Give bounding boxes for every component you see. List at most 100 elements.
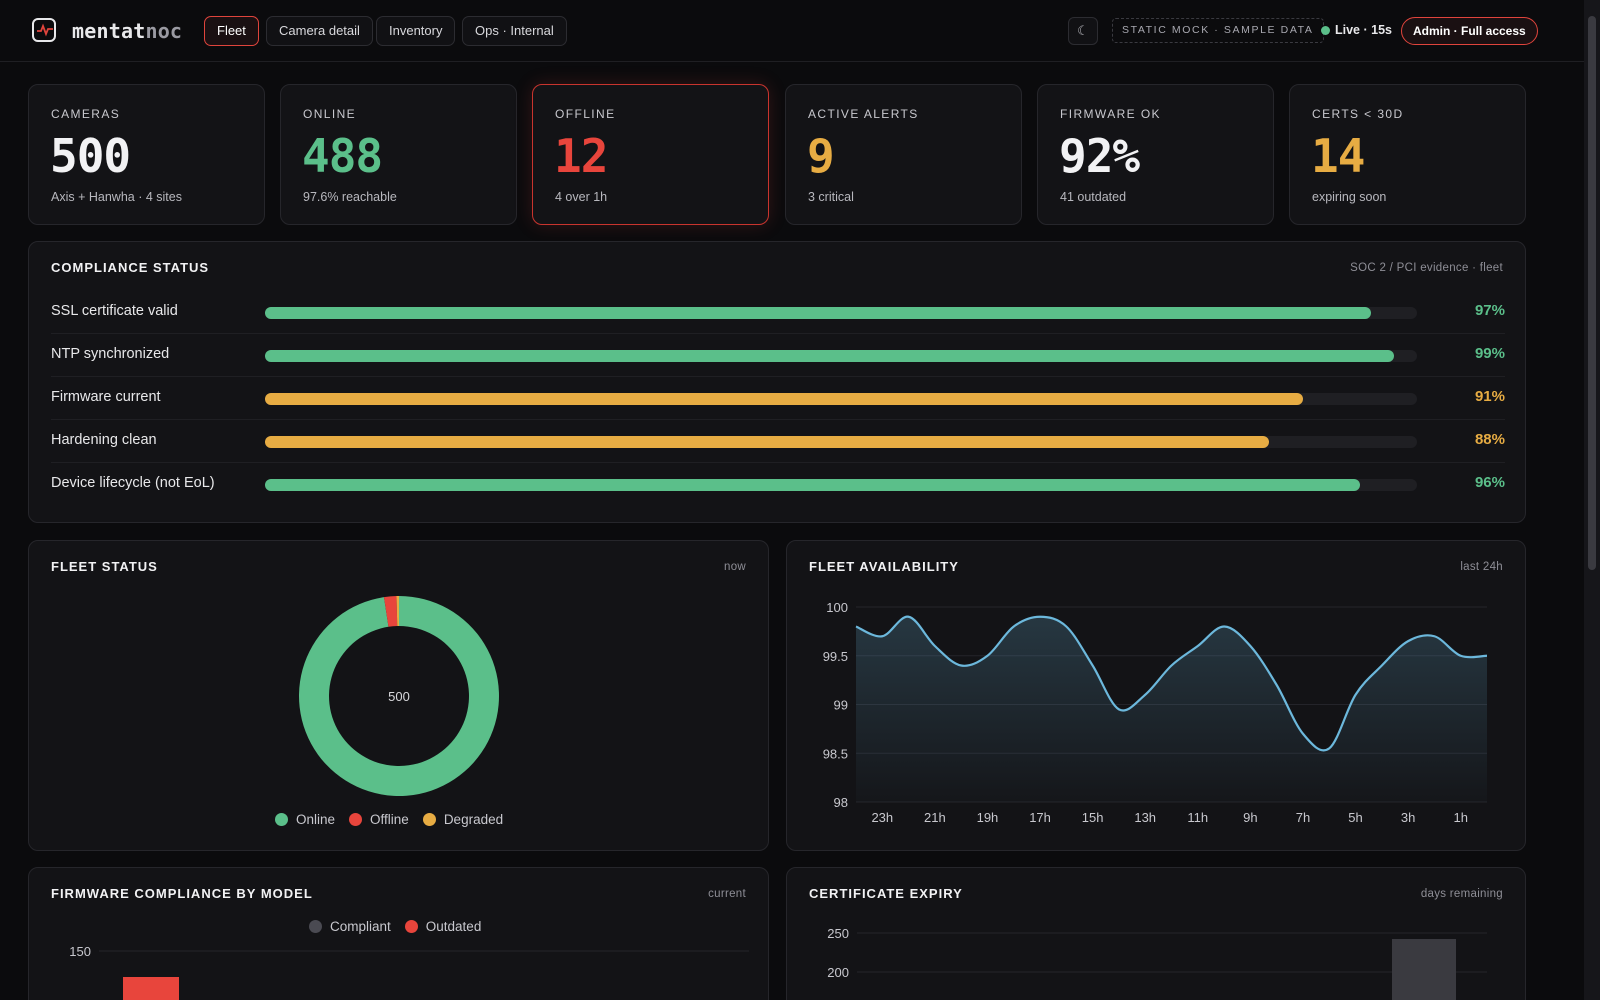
compliance-row: Hardening clean 88% — [51, 420, 1505, 463]
y-tick-label: 98.5 — [823, 746, 848, 761]
x-tick-label: 11h — [1187, 810, 1208, 825]
kpi-value: 12 — [554, 129, 608, 183]
fleet-availability-panel: FLEET AVAILABILITY last 24h 98 98.5 99 99.5… — [786, 540, 1526, 851]
section-title: FLEET STATUS — [51, 559, 158, 574]
kpi-value: 9 — [807, 129, 835, 183]
kpi-label: CERTS < 30D — [1312, 107, 1404, 121]
compliance-panel: COMPLIANCE STATUS SOC 2 / PCI evidence ·… — [28, 241, 1526, 523]
kpi-cameras[interactable]: CAMERAS 500 Axis + Hanwha · 4 sites — [28, 84, 265, 225]
x-tick-label: 5h — [1348, 810, 1362, 825]
kpi-value: 500 — [50, 129, 131, 183]
section-meta: SOC 2 / PCI evidence · fleet — [1350, 262, 1503, 274]
compliance-percent: 99% — [1474, 345, 1505, 362]
compliance-percent: 88% — [1474, 431, 1505, 448]
kpi-firmware-ok[interactable]: FIRMWARE OK 92% 41 outdated — [1037, 84, 1274, 225]
kpi-value: 488 — [302, 129, 383, 183]
y-tick-label: 100 — [826, 600, 848, 615]
brand-name[interactable]: mentatnoc — [72, 19, 183, 43]
compliance-label: Hardening clean — [51, 432, 157, 448]
kpi-value: 92% — [1059, 129, 1140, 183]
y-tick-label: 99.5 — [823, 649, 848, 664]
x-tick-label: 15h — [1082, 810, 1104, 825]
legend-item-degraded[interactable]: Degraded — [422, 812, 503, 827]
tab-camera-detail[interactable]: Camera detail — [266, 16, 373, 46]
compliance-row: Firmware current 91% — [51, 377, 1505, 420]
compliance-row: Device lifecycle (not EoL) 96% — [51, 463, 1505, 506]
y-tick-label: 98 — [834, 795, 848, 810]
legend-label: Online — [296, 812, 336, 827]
compliance-row: NTP synchronized 99% — [51, 334, 1505, 377]
kpi-sub: expiring soon — [1312, 190, 1387, 204]
live-indicator-dot — [1321, 26, 1330, 35]
legend-item-compliant[interactable]: Compliant — [309, 919, 391, 934]
section-meta: last 24h — [1460, 561, 1503, 573]
x-tick-label: 19h — [977, 810, 999, 825]
availability-area — [856, 616, 1487, 802]
kpi-offline[interactable]: OFFLINE 12 4 over 1h — [532, 84, 769, 225]
kpi-sub: 97.6% reachable — [303, 190, 397, 204]
kpi-label: CAMERAS — [51, 107, 121, 121]
compliance-label: Device lifecycle (not EoL) — [51, 475, 215, 491]
donut-slice-offline[interactable] — [383, 596, 398, 627]
fleet-status-donut: 500 — [298, 596, 499, 796]
legend-item-offline[interactable]: Offline — [349, 812, 409, 827]
x-tick-label: 17h — [1029, 810, 1051, 825]
tab-ops-internal[interactable]: Ops · Internal — [462, 16, 567, 46]
kpi-active-alerts[interactable]: ACTIVE ALERTS 9 3 critical — [785, 84, 1022, 225]
role-badge[interactable]: Admin · Full access — [1401, 17, 1538, 45]
donut-slice-degraded[interactable] — [396, 596, 399, 627]
legend-label: Offline — [370, 812, 409, 827]
static-mock-badge: STATIC MOCK · SAMPLE DATA — [1112, 18, 1324, 43]
tab-inventory[interactable]: Inventory — [376, 16, 456, 46]
section-title: FIRMWARE COMPLIANCE BY MODEL — [51, 886, 313, 901]
section-title: FLEET AVAILABILITY — [809, 559, 959, 574]
compliance-bar-track — [265, 393, 1417, 405]
compliance-label: SSL certificate valid — [51, 303, 178, 319]
compliance-bar-track — [265, 479, 1417, 491]
firmware-compliance-panel: FIRMWARE COMPLIANCE BY MODEL current Com… — [28, 867, 769, 1000]
logo-icon[interactable] — [32, 18, 56, 42]
kpi-label: OFFLINE — [555, 107, 616, 121]
legend-dot — [404, 920, 418, 933]
legend-item-online[interactable]: Online — [275, 812, 335, 827]
y-tick-label: 150 — [69, 944, 91, 959]
x-tick-label: 1h — [1453, 810, 1467, 825]
compliance-bar-fill — [265, 350, 1395, 362]
firmware-bar-outdated[interactable] — [123, 977, 179, 1000]
certificate-expiry-chart: 250 200 — [827, 926, 1487, 1000]
section-title: CERTIFICATE EXPIRY — [809, 886, 963, 901]
section-meta: current — [708, 888, 746, 900]
compliance-percent: 96% — [1474, 474, 1505, 491]
section-meta: now — [724, 561, 746, 573]
compliance-bar-fill — [265, 436, 1269, 448]
tab-fleet[interactable]: Fleet — [204, 16, 259, 46]
x-tick-label: 13h — [1134, 810, 1156, 825]
cert-expiry-bar[interactable] — [1392, 939, 1456, 1000]
compliance-percent: 91% — [1474, 388, 1505, 405]
section-meta: days remaining — [1420, 888, 1503, 900]
compliance-bar-fill — [265, 479, 1360, 491]
firmware-legend: Compliant Outdated — [309, 919, 495, 934]
kpi-sub: Axis + Hanwha · 4 sites — [51, 190, 182, 204]
fleet-availability-chart: 98 98.5 99 99.5 100 23h 21h 19h 17h 15h 13h 11h 9h 7h… — [823, 600, 1488, 825]
donut-slice-online[interactable] — [298, 596, 499, 796]
compliance-bar-track — [265, 350, 1417, 362]
compliance-percent: 97% — [1474, 302, 1505, 319]
x-tick-label: 9h — [1243, 810, 1257, 825]
legend-label: Outdated — [425, 919, 482, 934]
section-title: COMPLIANCE STATUS — [51, 260, 210, 275]
kpi-certs-expiring[interactable]: CERTS < 30D 14 expiring soon — [1289, 84, 1526, 225]
certificate-expiry-panel: CERTIFICATE EXPIRY days remaining 250 200 — [786, 867, 1526, 1000]
x-tick-label: 3h — [1401, 810, 1415, 825]
legend-item-outdated[interactable]: Outdated — [404, 919, 482, 934]
compliance-bar-track — [265, 436, 1417, 448]
availability-line[interactable] — [855, 615, 1488, 752]
kpi-online[interactable]: ONLINE 488 97.6% reachable — [280, 84, 517, 225]
compliance-bar-track — [265, 307, 1417, 319]
y-tick-label: 250 — [827, 926, 849, 941]
scrollbar-thumb[interactable] — [1588, 16, 1596, 570]
top-bar: mentatnoc Fleet Camera detail Inventory … — [0, 0, 1584, 62]
compliance-bar-fill — [265, 307, 1372, 319]
moon-icon[interactable]: ☾ — [1068, 17, 1098, 45]
kpi-label: ACTIVE ALERTS — [808, 107, 919, 121]
